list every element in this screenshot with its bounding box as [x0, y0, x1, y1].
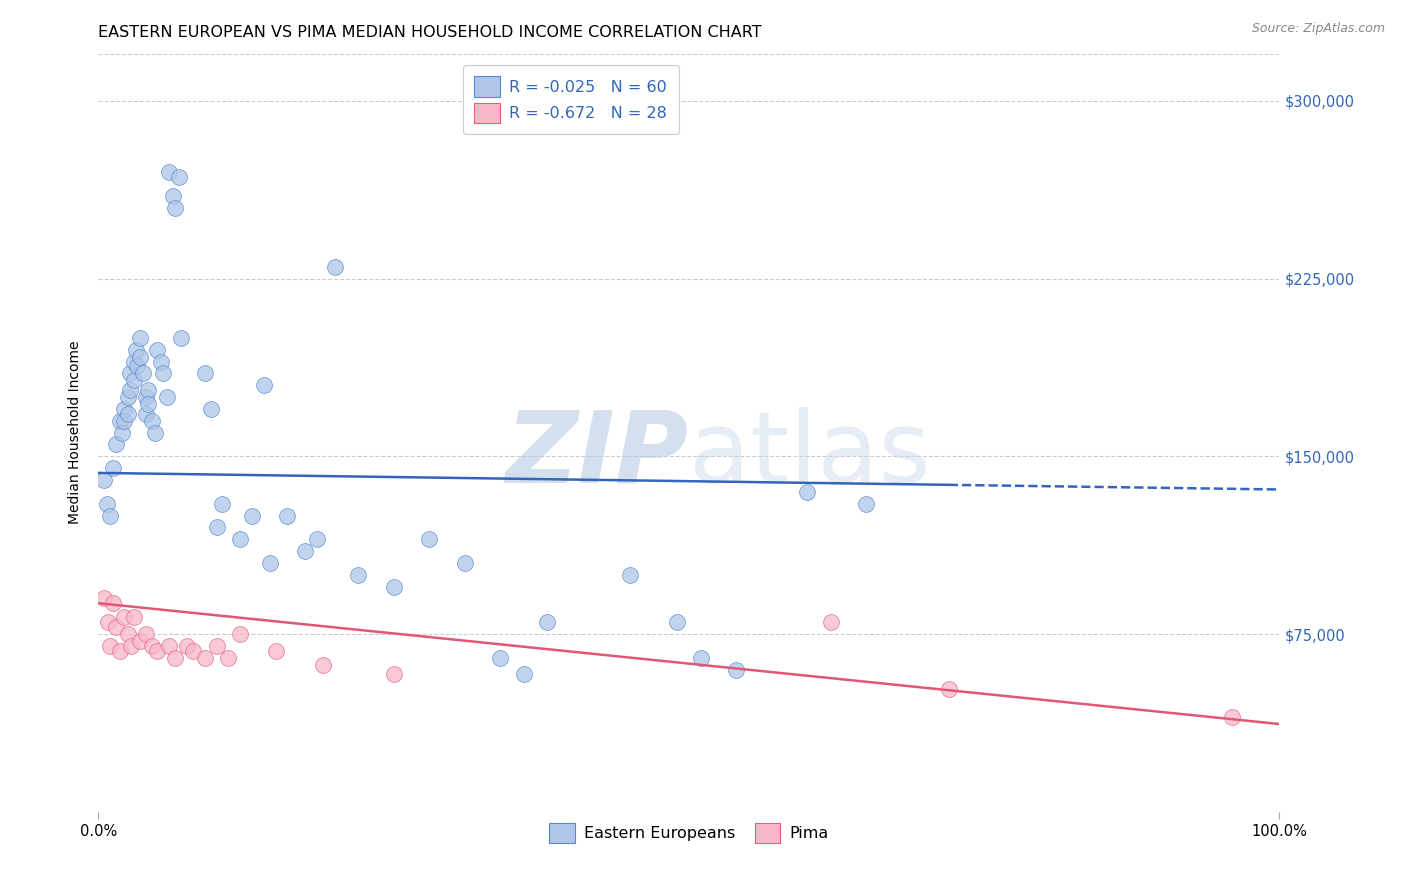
Point [217, 650, 239, 665]
Point [122, 374, 145, 388]
Point [156, 390, 179, 404]
Point [135, 390, 157, 404]
Point [117, 407, 139, 421]
Point [211, 497, 233, 511]
Text: Source: ZipAtlas.com: Source: ZipAtlas.com [1251, 22, 1385, 36]
Point [382, 580, 405, 594]
Point [146, 643, 169, 657]
Point [162, 188, 184, 202]
Legend: Eastern Europeans, Pima: Eastern Europeans, Pima [540, 814, 838, 853]
Point [1220, 710, 1243, 724]
Point [108, 414, 131, 428]
Point [98, 639, 121, 653]
Point [112, 401, 135, 416]
Point [146, 343, 169, 357]
Point [170, 331, 193, 345]
Point [312, 657, 335, 672]
Point [259, 556, 281, 570]
Point [128, 331, 150, 345]
Point [152, 367, 174, 381]
Point [165, 650, 187, 665]
Point [253, 378, 276, 392]
Point [619, 567, 641, 582]
Point [108, 643, 131, 657]
Point [181, 643, 204, 657]
Point [121, 639, 143, 653]
Point [200, 401, 222, 416]
Point [938, 681, 960, 696]
Point [136, 397, 159, 411]
Point [157, 639, 180, 653]
Point [97, 615, 120, 630]
Point [125, 343, 148, 357]
Point [136, 383, 159, 397]
Point [101, 461, 124, 475]
Point [229, 533, 252, 547]
Y-axis label: Median Household Income: Median Household Income [69, 341, 83, 524]
Point [689, 650, 711, 665]
Point [194, 367, 217, 381]
Text: EASTERN EUROPEAN VS PIMA MEDIAN HOUSEHOLD INCOME CORRELATION CHART: EASTERN EUROPEAN VS PIMA MEDIAN HOUSEHOL… [98, 25, 762, 40]
Point [105, 620, 128, 634]
Point [120, 367, 142, 381]
Point [276, 508, 298, 523]
Point [120, 383, 142, 397]
Point [105, 437, 128, 451]
Point [93, 591, 115, 606]
Point [229, 627, 252, 641]
Point [382, 667, 405, 681]
Point [240, 508, 263, 523]
Point [127, 359, 149, 374]
Point [128, 350, 150, 364]
Point [112, 414, 135, 428]
Point [96, 497, 118, 511]
Point [117, 390, 139, 404]
Point [135, 627, 157, 641]
Point [101, 596, 124, 610]
Point [98, 508, 121, 523]
Point [117, 627, 139, 641]
Text: atlas: atlas [689, 407, 931, 504]
Point [122, 610, 145, 624]
Point [820, 615, 842, 630]
Point [205, 520, 228, 534]
Point [176, 639, 198, 653]
Point [157, 165, 180, 179]
Point [132, 367, 155, 381]
Point [489, 650, 512, 665]
Point [143, 425, 166, 440]
Point [141, 639, 163, 653]
Point [112, 610, 135, 624]
Point [128, 634, 150, 648]
Point [347, 567, 370, 582]
Point [453, 556, 475, 570]
Point [111, 425, 134, 440]
Point [205, 639, 228, 653]
Point [264, 643, 287, 657]
Point [725, 663, 748, 677]
Point [323, 260, 346, 274]
Point [305, 533, 328, 547]
Point [135, 407, 157, 421]
Point [141, 414, 163, 428]
Point [122, 354, 145, 368]
Point [855, 497, 877, 511]
Point [93, 473, 115, 487]
Point [150, 354, 173, 368]
Point [536, 615, 558, 630]
Point [294, 544, 316, 558]
Point [418, 533, 440, 547]
Point [512, 667, 534, 681]
Point [796, 484, 818, 499]
Point [666, 615, 689, 630]
Point [165, 201, 187, 215]
Point [167, 169, 190, 184]
Text: ZIP: ZIP [506, 407, 689, 504]
Point [194, 650, 217, 665]
